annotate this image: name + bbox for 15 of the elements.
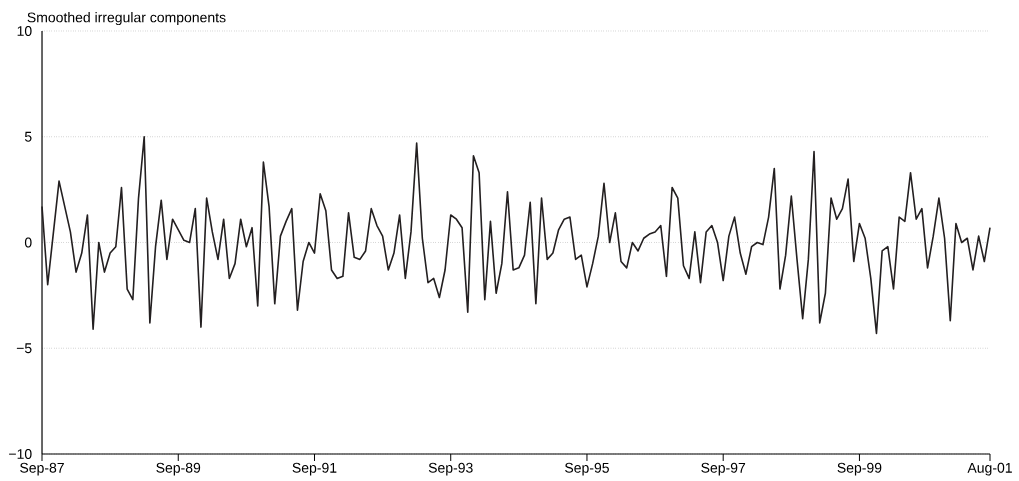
y-tick-label: −5 <box>16 343 32 354</box>
x-tick-label: Aug-01 <box>967 462 1012 476</box>
y-tick-label: 5 <box>24 131 32 142</box>
line-series <box>41 135 991 335</box>
x-tick-label: Sep-93 <box>428 462 473 476</box>
y-axis-title: Smoothed irregular components <box>27 12 226 26</box>
x-tick-label: Sep-89 <box>156 462 201 476</box>
x-tick-label: Sep-95 <box>565 462 609 476</box>
y-tick-label: −10 <box>9 449 32 459</box>
x-tick-label: Sep-97 <box>701 462 746 476</box>
y-tick-label: 0 <box>24 237 32 248</box>
x-tick-label: Sep-99 <box>837 462 882 476</box>
x-tick-label: Sep-91 <box>292 462 337 476</box>
y-tick-label: 10 <box>17 26 32 36</box>
x-tick-label: Sep-87 <box>20 462 64 476</box>
